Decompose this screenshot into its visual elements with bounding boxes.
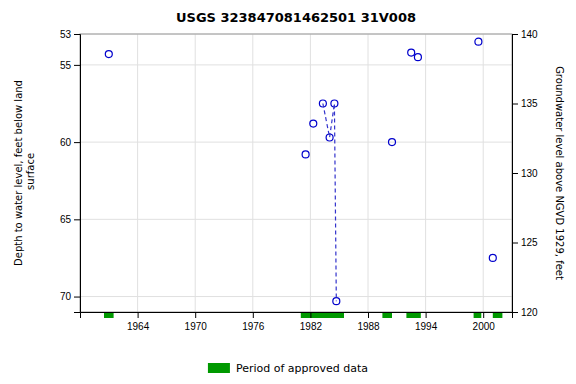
y2-axis-label: Groundwater level above NGVD 1929, feet xyxy=(554,66,565,280)
grid xyxy=(80,34,512,312)
y-tick-label: 60 xyxy=(60,137,72,148)
grid-line-x xyxy=(483,34,484,312)
scatter-point xyxy=(408,49,415,56)
y2-axis-line xyxy=(513,35,519,313)
grid-line-x xyxy=(310,34,311,312)
y-tick: 70 xyxy=(60,291,80,302)
y-tick-label: 53 xyxy=(60,29,72,40)
scatter-point xyxy=(105,51,112,58)
x-tick-mark xyxy=(368,312,369,318)
plot: 1964 1970 1976 1982 1988 1994 2000 53 55 60 65 70 12… xyxy=(60,29,538,332)
scatter-point xyxy=(389,139,396,146)
y2-tick-label: 130 xyxy=(521,168,538,179)
legend-swatch xyxy=(208,363,230,373)
scatter-point xyxy=(310,120,317,127)
y2-tick: 135 xyxy=(512,98,538,109)
y-tick-mark xyxy=(74,297,80,298)
x-tick: 1976 xyxy=(242,312,265,332)
x-tick: 1970 xyxy=(185,312,208,332)
y-tick: 60 xyxy=(60,137,80,148)
y-tick: 55 xyxy=(60,60,80,71)
y2-tick-label: 125 xyxy=(521,237,538,248)
y2-tick-mark xyxy=(512,312,518,313)
y2-tick-mark xyxy=(512,34,518,35)
y2-axis: 120 125 130 135 140 xyxy=(512,29,538,318)
period-bar xyxy=(406,313,420,318)
period-bar xyxy=(382,313,392,318)
y2-tick-mark xyxy=(512,104,518,105)
grid-line-x xyxy=(252,34,253,312)
grid-line-x xyxy=(137,34,138,312)
y-axis: 53 55 60 65 70 xyxy=(60,29,81,313)
grid-line-y xyxy=(80,296,512,297)
x-tick-mark xyxy=(483,312,484,318)
x-tick-mark xyxy=(253,312,254,318)
x-tick: 1982 xyxy=(300,312,323,332)
grid-line-y xyxy=(80,64,512,65)
x-tick-mark xyxy=(310,312,311,318)
y-axis-line xyxy=(74,35,81,313)
y-tick-label: 65 xyxy=(60,214,72,225)
y-tick-mark xyxy=(74,65,80,66)
x-tick-mark xyxy=(138,312,139,318)
y2-tick-label: 135 xyxy=(521,98,538,109)
y-axis-label: Depth to water level, feet below land su… xyxy=(13,80,36,266)
x-tick-mark xyxy=(426,312,427,318)
y-tick: 53 xyxy=(60,29,80,40)
x-tick-label: 1988 xyxy=(357,321,380,332)
y2-tick-mark xyxy=(512,173,518,174)
legend-item: Period of approved data xyxy=(208,362,368,375)
x-tick: 1988 xyxy=(357,312,380,332)
y2-tick: 125 xyxy=(512,237,538,248)
x-tick-label: 2000 xyxy=(473,321,496,332)
y-tick-mark xyxy=(74,219,80,220)
y2-tick: 130 xyxy=(512,168,538,179)
grid-line-y xyxy=(80,219,512,220)
scatter-point xyxy=(489,254,496,261)
grid-line-x xyxy=(425,34,426,312)
x-axis: 1964 1970 1976 1982 1988 1994 2000 xyxy=(81,312,513,332)
plot-frame xyxy=(80,34,512,312)
scatter-point xyxy=(475,38,482,45)
scatter-point xyxy=(302,151,309,158)
marks xyxy=(105,38,496,304)
period-bar xyxy=(474,313,482,318)
y-tick-label: 55 xyxy=(60,60,72,71)
x-tick-label: 1982 xyxy=(300,321,323,332)
grid-line-x xyxy=(195,34,196,312)
x-tick-label: 1970 xyxy=(185,321,208,332)
x-tick: 1994 xyxy=(415,312,438,332)
period-bar xyxy=(493,313,503,318)
title: USGS 323847081462501 31V008 xyxy=(176,10,416,25)
y2-tick: 120 xyxy=(512,307,538,318)
period-bar xyxy=(301,313,344,318)
dashed-line xyxy=(323,104,336,302)
chart: 1964 1970 1976 1982 1988 1994 2000 53 55 60 65 70 12… xyxy=(0,0,576,384)
grid-line-x xyxy=(368,34,369,312)
y-tick: 65 xyxy=(60,214,80,225)
x-tick-label: 1994 xyxy=(415,321,438,332)
y-tick-label: 70 xyxy=(60,291,72,302)
grid-line-y xyxy=(80,142,512,143)
y2-tick-label: 120 xyxy=(521,307,538,318)
scatter-point xyxy=(414,54,421,61)
period-bar xyxy=(104,313,114,318)
spans xyxy=(104,313,502,318)
x-tick-mark xyxy=(195,312,196,318)
legend: Period of approved data xyxy=(208,362,368,375)
x-tick: 2000 xyxy=(473,312,496,332)
y2-tick-label: 140 xyxy=(521,29,538,40)
y-tick-mark xyxy=(74,34,80,35)
x-tick-label: 1976 xyxy=(242,321,265,332)
x-tick-label: 1964 xyxy=(127,321,150,332)
legend-label: Period of approved data xyxy=(236,362,368,375)
x-tick: 1964 xyxy=(127,312,150,332)
y-tick-mark xyxy=(74,142,80,143)
x-axis-line xyxy=(81,313,513,319)
y2-tick-mark xyxy=(512,243,518,244)
y2-tick: 140 xyxy=(512,29,538,40)
